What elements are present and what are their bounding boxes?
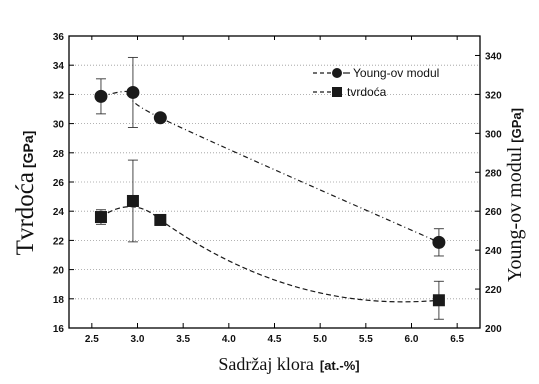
x-tick-label: 6.5 (450, 334, 464, 345)
y-tick-label-left: 22 (53, 236, 65, 247)
y-tick-label-right: 340 (485, 51, 502, 62)
marker-tvrdoca (154, 213, 167, 226)
x-tick-label: 4.0 (222, 334, 236, 345)
x-axis-title-text: Sadržaj klora (218, 354, 313, 374)
y-axis-title-right-text: Young-ov modul (504, 146, 526, 282)
y-axis-title-left: Tvrdoća [GPa] (12, 131, 39, 256)
marker-tvrdoca (432, 294, 445, 307)
y-tick-label-left: 36 (53, 32, 65, 43)
trend-line-tvrdoca (100, 206, 439, 303)
y-tick-label-right: 280 (485, 168, 502, 179)
legend: Young-ov modul tvrdoća (313, 66, 439, 99)
legend-label-young-ov-modul: Young-ov modul (353, 66, 439, 80)
trend-line-young-ov-modul (100, 90, 440, 243)
data-markers (94, 85, 446, 307)
y-axis-title-left-unit: [GPa] (20, 131, 36, 168)
grid-lines (69, 64, 480, 300)
y-tick-label-left: 26 (53, 178, 65, 189)
y-tick-label-right: 240 (485, 246, 502, 257)
y-tick-label-right: 300 (485, 129, 502, 140)
y-tick-label-left: 24 (53, 207, 65, 218)
trend-lines (100, 90, 440, 303)
legend-label-tvrdoca: tvrdoća (347, 85, 387, 99)
x-tick-label: 3.5 (176, 334, 190, 345)
y-axis-title-left-text: Tvrdoća (12, 172, 39, 255)
x-tick-label: 6.0 (405, 334, 419, 345)
y-tick-label-right: 220 (485, 285, 502, 296)
marker-tvrdoca (126, 194, 139, 207)
x-tick-label: 4.5 (268, 334, 282, 345)
y-tick-label-right: 200 (485, 324, 502, 335)
axes (68, 35, 481, 329)
tick-labels: 16 18 20 22 24 26 28 30 32 34 36 200 220 240 260 280 300… (53, 32, 502, 345)
y-axis-title-right: Young-ov modul [GPa] (504, 108, 526, 282)
y-tick-label-left: 30 (53, 120, 65, 131)
x-tick-label: 3.0 (131, 334, 145, 345)
marker-young-ov-modul (126, 85, 140, 99)
x-tick-label: 5.0 (313, 334, 327, 345)
marker-tvrdoca (94, 211, 107, 224)
error-bars (95, 56, 444, 320)
marker-young-ov-modul (432, 235, 446, 249)
marker-young-ov-modul (153, 111, 167, 125)
y-tick-label-left: 18 (53, 295, 65, 306)
y-tick-label-left: 20 (53, 266, 65, 277)
y-tick-label-right: 260 (485, 207, 502, 218)
x-tick-label: 2.5 (85, 334, 99, 345)
y-tick-label-right: 320 (485, 90, 502, 101)
x-tick-label: 5.5 (359, 334, 373, 345)
y-axis-title-right-unit: [GPa] (509, 108, 524, 143)
legend-marker-tvrdoca (332, 87, 342, 97)
y-tick-label-left: 16 (53, 324, 65, 335)
x-axis-title-unit: [at.-%] (320, 358, 360, 373)
x-axis-title: Sadržaj klora [at.-%] (218, 354, 359, 374)
marker-young-ov-modul (94, 89, 108, 103)
y-tick-label-left: 34 (53, 61, 65, 72)
y-tick-label-left: 32 (53, 90, 65, 101)
y-tick-label-left: 28 (53, 149, 65, 160)
legend-marker-young-ov-modul (332, 68, 342, 78)
